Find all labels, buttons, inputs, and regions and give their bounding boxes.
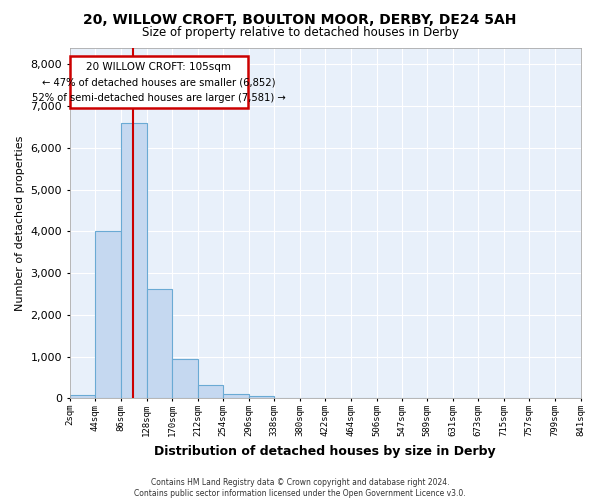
Bar bbox=[146, 289, 172, 399]
Y-axis label: Number of detached properties: Number of detached properties bbox=[15, 135, 25, 310]
Text: Size of property relative to detached houses in Derby: Size of property relative to detached ho… bbox=[142, 26, 458, 39]
Bar bbox=[249, 396, 274, 398]
Bar bbox=[70, 396, 95, 398]
FancyBboxPatch shape bbox=[70, 56, 248, 108]
Text: Contains HM Land Registry data © Crown copyright and database right 2024.
Contai: Contains HM Land Registry data © Crown c… bbox=[134, 478, 466, 498]
Text: 20 WILLOW CROFT: 105sqm: 20 WILLOW CROFT: 105sqm bbox=[86, 62, 232, 72]
Text: 20, WILLOW CROFT, BOULTON MOOR, DERBY, DE24 5AH: 20, WILLOW CROFT, BOULTON MOOR, DERBY, D… bbox=[83, 12, 517, 26]
Text: ← 47% of detached houses are smaller (6,852): ← 47% of detached houses are smaller (6,… bbox=[42, 77, 276, 87]
Bar bbox=[223, 394, 249, 398]
Bar bbox=[172, 358, 197, 399]
Text: 52% of semi-detached houses are larger (7,581) →: 52% of semi-detached houses are larger (… bbox=[32, 92, 286, 102]
X-axis label: Distribution of detached houses by size in Derby: Distribution of detached houses by size … bbox=[154, 444, 496, 458]
Bar bbox=[95, 232, 121, 398]
Bar bbox=[121, 122, 146, 398]
Bar bbox=[197, 384, 223, 398]
